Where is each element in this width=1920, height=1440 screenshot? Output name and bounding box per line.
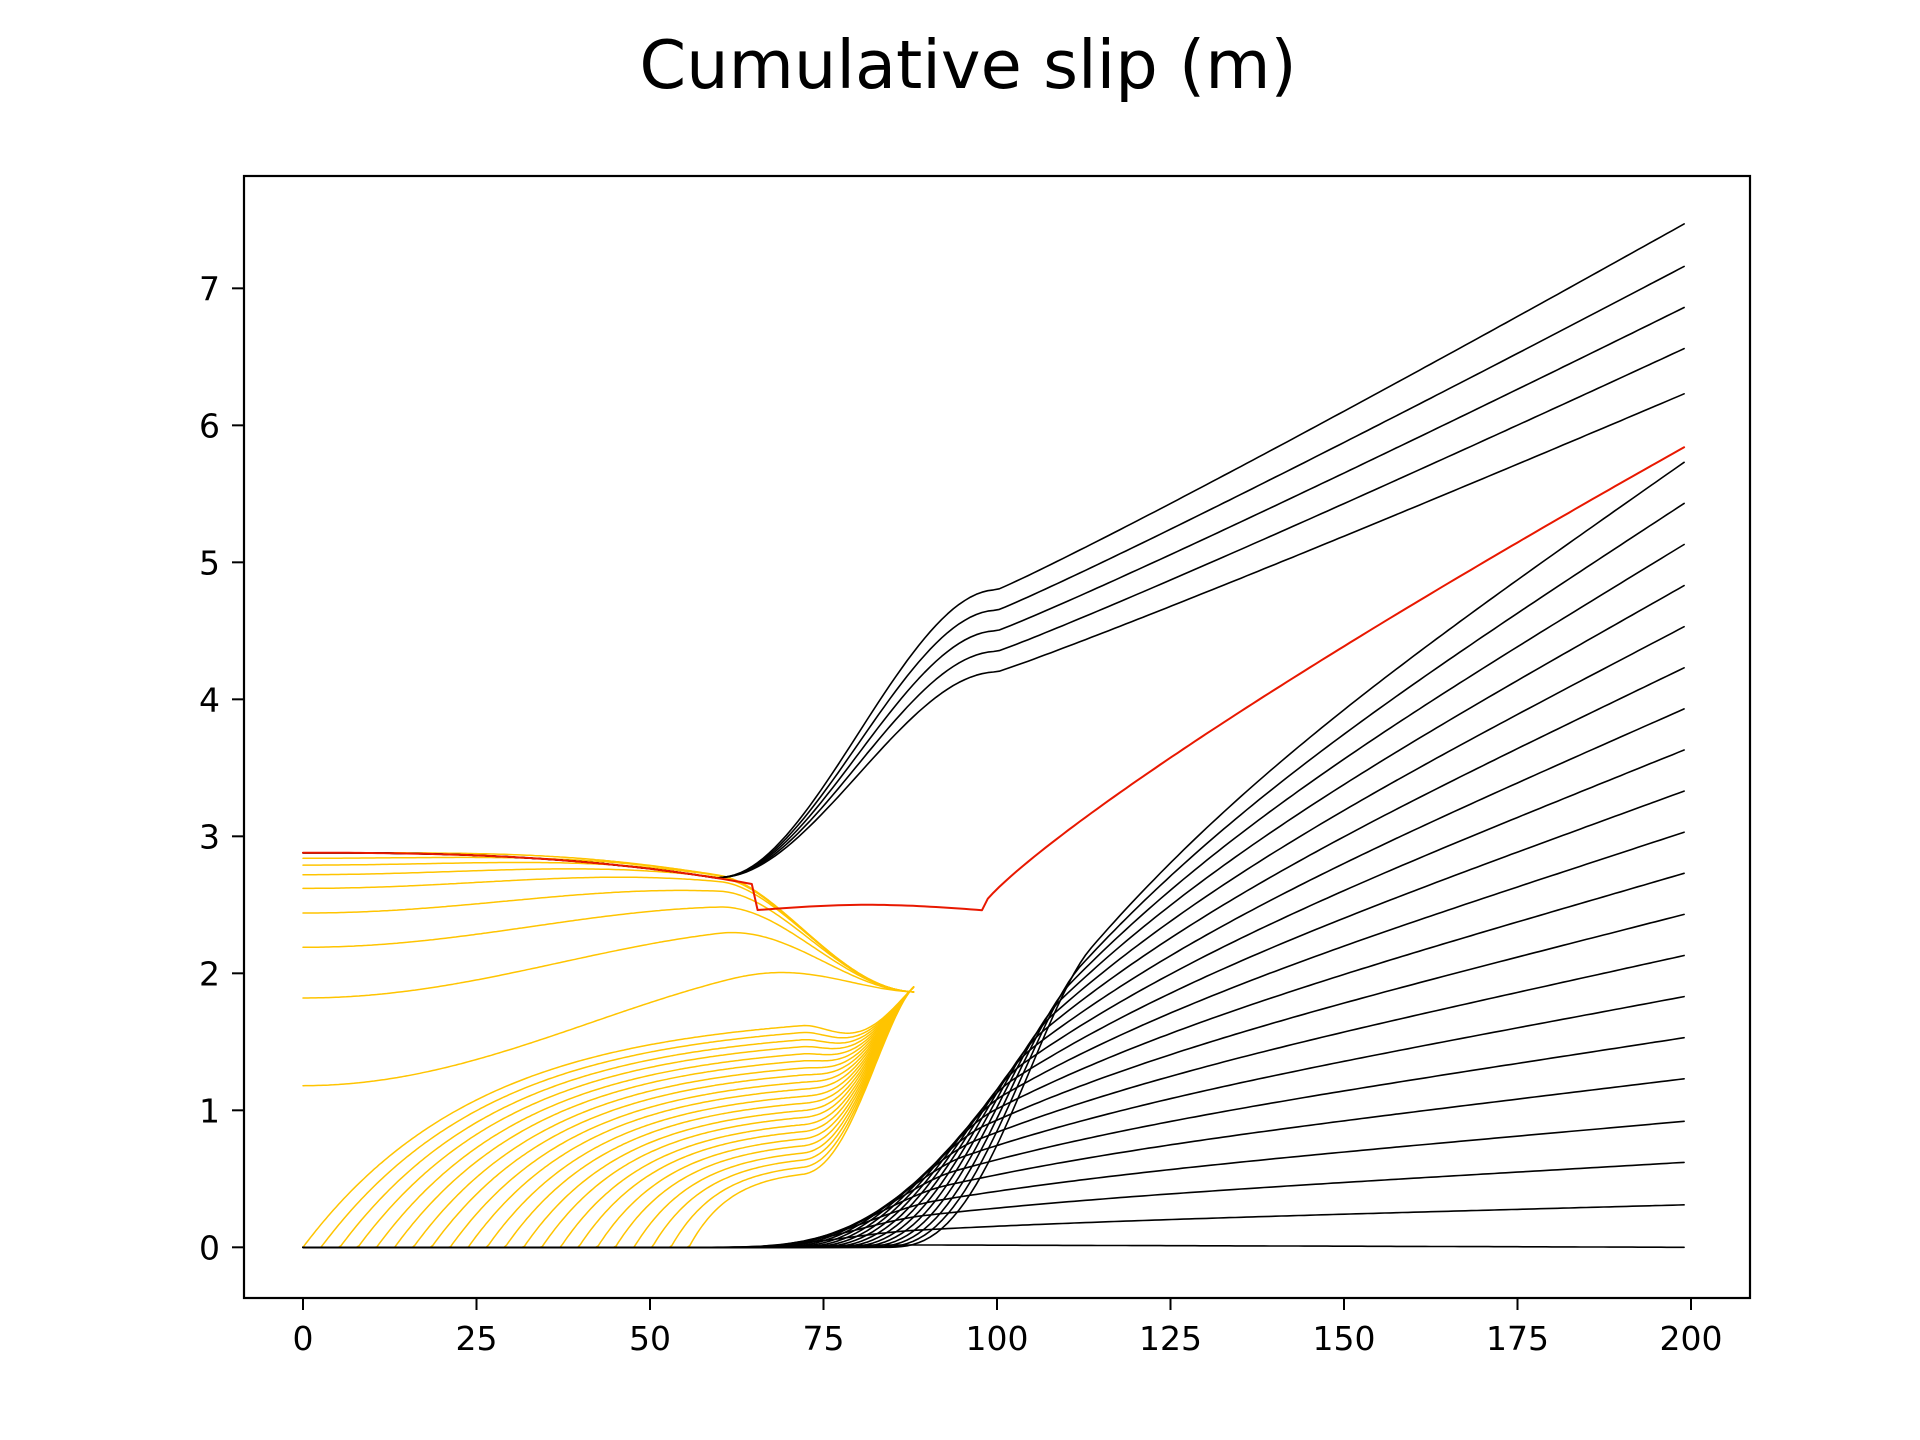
interseismic-line	[302, 790, 1685, 1249]
x-tick-label: 150	[1313, 1319, 1376, 1358]
x-axis-ticks: 0 25 50 75 100 125 150 175 200	[292, 1298, 1723, 1358]
coseismic-line	[302, 986, 915, 1249]
interseismic-line	[302, 831, 1685, 1249]
y-tick-label: 4	[199, 680, 220, 719]
x-tick-label: 175	[1486, 1319, 1549, 1358]
interseismic-line	[302, 461, 1685, 1249]
x-tick-label: 75	[802, 1319, 844, 1358]
coseismic-line	[302, 986, 915, 1249]
y-tick-label: 6	[199, 406, 220, 445]
x-tick-label: 100	[966, 1319, 1029, 1358]
y-tick-label: 2	[199, 954, 220, 993]
interseismic-line	[302, 749, 1685, 1249]
interseismic-line	[302, 625, 1685, 1249]
interseismic-line	[302, 1036, 1685, 1249]
coseismic-line	[302, 868, 915, 993]
coseismic-line	[302, 986, 915, 1249]
y-tick-label: 5	[199, 543, 220, 582]
interseismic-line	[302, 347, 1685, 879]
y-tick-label: 0	[199, 1228, 220, 1267]
y-tick-label: 3	[199, 817, 220, 856]
x-tick-label: 200	[1660, 1319, 1723, 1358]
x-tick-label: 125	[1139, 1319, 1202, 1358]
interseismic-line	[302, 708, 1685, 1249]
coseismic-line	[302, 986, 915, 1249]
coseismic-line	[302, 861, 915, 993]
series-layer	[302, 223, 1686, 1249]
interseismic-line	[302, 393, 1685, 879]
coseismic-line	[302, 889, 915, 993]
y-tick-label: 7	[199, 269, 220, 308]
x-tick-label: 0	[292, 1319, 313, 1358]
chart-title: Cumulative slip (m)	[639, 26, 1296, 104]
coseismic-line	[302, 906, 915, 993]
coseismic-line	[302, 931, 915, 999]
x-tick-label: 25	[455, 1319, 497, 1358]
interseismic-line	[302, 1120, 1685, 1249]
interseismic-line	[302, 502, 1685, 1249]
interseismic-line	[302, 543, 1685, 1249]
highlight-line	[302, 446, 1686, 912]
coseismic-line	[302, 986, 915, 1249]
y-tick-label: 1	[199, 1091, 220, 1130]
y-axis-ticks: 0 1 2 3 4 5 6 7	[199, 269, 244, 1267]
interseismic-line	[302, 265, 1685, 879]
interseismic-line	[302, 584, 1685, 1249]
coseismic-line	[302, 876, 915, 993]
coseismic-line	[302, 986, 915, 1249]
x-tick-label: 50	[629, 1319, 671, 1358]
interseismic-line	[302, 223, 1685, 879]
interseismic-line	[302, 306, 1685, 879]
coseismic-line	[302, 986, 915, 1249]
coseismic-line	[302, 971, 915, 1087]
